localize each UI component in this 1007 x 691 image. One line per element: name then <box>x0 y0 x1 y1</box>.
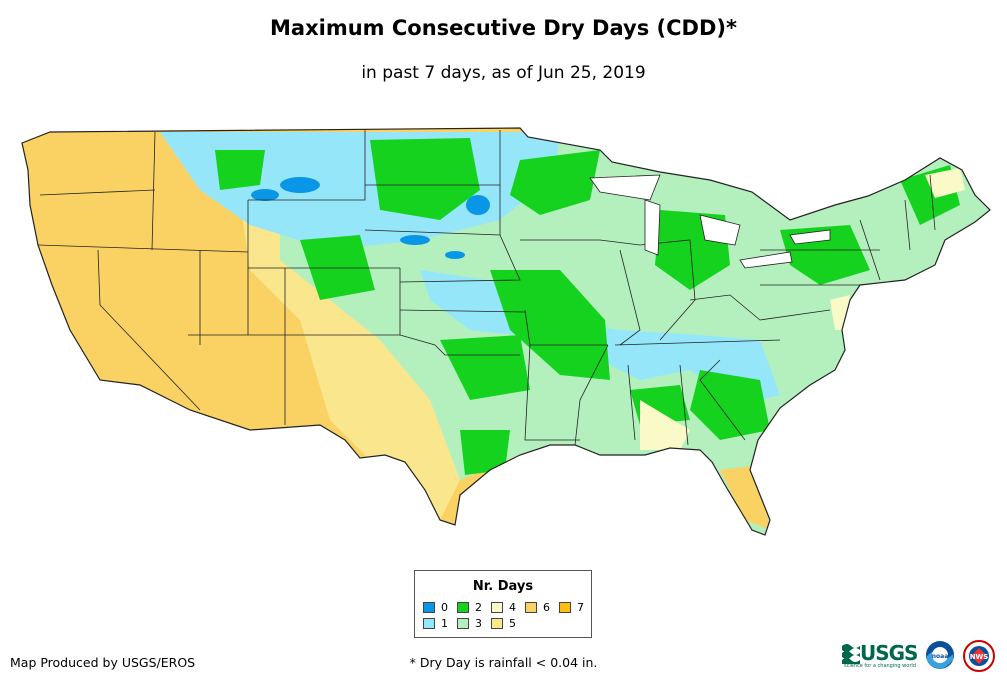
great-lakes <box>589 174 831 269</box>
us-outline <box>21 127 991 536</box>
legend-label: 4 <box>509 601 516 614</box>
usgs-tagline: science for a changing world <box>844 663 916 669</box>
noaa-logo: noaa <box>926 641 954 669</box>
legend-swatch <box>525 602 537 613</box>
legend-label: 2 <box>475 601 482 614</box>
legend-swatch <box>457 602 469 613</box>
map-title: Maximum Consecutive Dry Days (CDD)* <box>270 16 737 40</box>
legend-label: 0 <box>441 601 448 614</box>
region-0days <box>251 177 490 259</box>
legend-swatch <box>457 618 469 629</box>
legend: Nr. Days 0 1 2 3 4 5 6 7 <box>414 570 592 638</box>
legend-label: 6 <box>543 601 550 614</box>
legend-label: 7 <box>577 601 584 614</box>
region-5days <box>240 200 470 520</box>
state-boundaries <box>37 130 936 446</box>
legend-label: 1 <box>441 617 448 630</box>
legend-label: 5 <box>509 617 516 630</box>
map-credit: Map Produced by USGS/EROS <box>10 655 196 670</box>
map-subtitle: in past 7 days, as of Jun 25, 2019 <box>361 63 646 83</box>
noaa-wordmark: noaa <box>932 653 949 660</box>
legend-swatch <box>559 602 571 613</box>
usgs-wordmark: USGS <box>860 641 918 665</box>
legend-swatch <box>423 602 435 613</box>
usgs-logo: USGS science for a changing world <box>842 640 920 670</box>
nws-logo: NWS <box>963 640 995 672</box>
nws-wordmark: NWS <box>970 653 989 661</box>
dry-day-footnote: * Dry Day is rainfall < 0.04 in. <box>409 655 598 670</box>
legend-swatch <box>491 602 503 613</box>
region-florida-6days <box>720 465 770 530</box>
usgs-wave-icon <box>842 644 860 664</box>
legend-swatch <box>423 618 435 629</box>
legend-label: 3 <box>475 617 482 630</box>
legend-swatch <box>491 618 503 629</box>
region-4days <box>640 168 965 450</box>
legend-title: Nr. Days <box>472 579 534 594</box>
